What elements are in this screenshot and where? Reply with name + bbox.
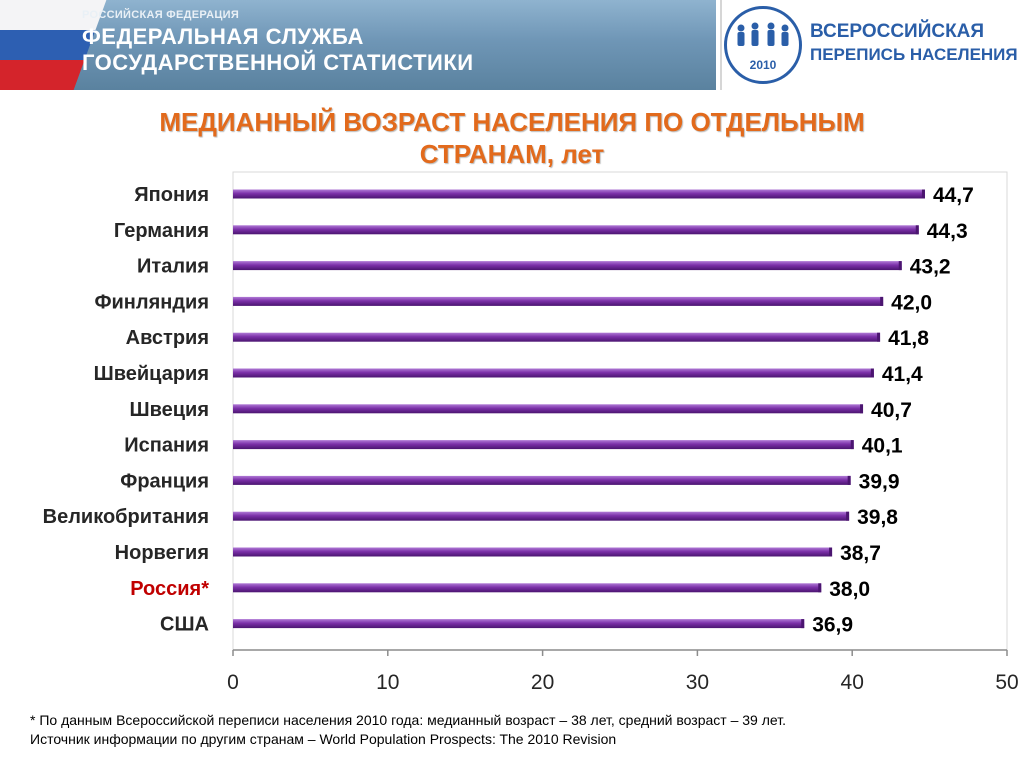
x-tick-label: 50: [995, 671, 1018, 694]
bar-end: [846, 511, 850, 521]
value-label: 39,8: [857, 506, 898, 529]
value-label: 41,8: [888, 327, 929, 350]
banner-title-line1: ФЕДЕРАЛЬНАЯ СЛУЖБА: [82, 24, 364, 49]
category-label: Испания: [124, 435, 209, 457]
logo-year: 2010: [749, 58, 777, 72]
footnote: * По данным Всероссийской переписи насел…: [30, 711, 1010, 749]
bar: [233, 511, 850, 521]
people-icon: [737, 22, 789, 46]
bar-end: [847, 475, 851, 485]
x-tick-label: 40: [841, 671, 864, 694]
category-label: Италия: [137, 256, 209, 278]
bar-end: [818, 583, 822, 593]
bar: [233, 475, 851, 485]
category-label: Россия*: [130, 578, 209, 600]
value-label: 38,7: [840, 542, 881, 565]
bar: [233, 332, 881, 342]
bar-end: [915, 225, 919, 235]
category-label: Финляндия: [94, 291, 209, 313]
category-label: Германия: [114, 220, 209, 242]
value-label: 36,9: [812, 614, 853, 637]
bar: [233, 296, 884, 306]
bar: [233, 619, 805, 629]
bar: [233, 261, 902, 271]
bar: [233, 404, 864, 414]
bar: [233, 225, 919, 235]
category-label: Франция: [120, 470, 209, 492]
x-tick-label: 10: [376, 671, 399, 694]
value-label: 38,0: [829, 578, 870, 601]
logo-text-line1: ВСЕРОССИЙСКАЯ: [810, 21, 985, 42]
footnote-line1: * По данным Всероссийской переписи насел…: [30, 712, 786, 728]
value-label: 41,4: [882, 363, 923, 386]
category-label: Норвегия: [115, 542, 209, 564]
category-label: Япония: [134, 184, 209, 206]
bar-end: [880, 296, 884, 306]
bar-end: [870, 368, 874, 378]
bar: [233, 583, 822, 593]
value-label: 39,9: [859, 470, 900, 493]
bar-end: [801, 619, 805, 629]
bar: [233, 440, 854, 450]
bar-end: [829, 547, 833, 557]
bar: [233, 547, 833, 557]
category-label: Великобритания: [43, 506, 209, 528]
x-tick-label: 0: [227, 671, 239, 694]
chart-title-line2: СТРАНАМ, лет: [419, 139, 605, 169]
bar-end: [898, 261, 902, 271]
value-label: 43,2: [910, 256, 951, 279]
category-label: Швеция: [129, 399, 209, 421]
bar: [233, 368, 874, 378]
bar-end: [860, 404, 864, 414]
value-label: 40,1: [862, 435, 903, 458]
banner-title-line2: ГОСУДАРСТВЕННОЙ СТАТИСТИКИ: [82, 50, 474, 75]
bar-chart: Япония 44,7 Германия 44,3 Италия 43,2 Финлянди…: [43, 171, 1019, 694]
logo-text-line2: ПЕРЕПИСЬ НАСЕЛЕНИЯ: [810, 45, 1018, 64]
bar: [233, 189, 925, 199]
x-tick-label: 30: [686, 671, 709, 694]
census-logo-icon: [724, 6, 802, 84]
chart-title: МЕДИАННЫЙ ВОЗРАСТ НАСЕЛЕНИЯ ПО ОТДЕЛЬНЫМ…: [100, 106, 924, 170]
value-label: 44,3: [927, 220, 968, 243]
footnote-line2: Источник информации по другим странам – …: [30, 731, 617, 747]
value-label: 40,7: [871, 399, 912, 422]
value-label: 42,0: [891, 291, 932, 314]
bar-end: [877, 332, 881, 342]
x-tick-label: 20: [531, 671, 554, 694]
header-banner: РОССИЙСКАЯ ФЕДЕРАЦИЯ ФЕДЕРАЛЬНАЯ СЛУЖБА …: [0, 0, 1024, 90]
category-label: США: [160, 614, 209, 636]
category-label: Швейцария: [94, 363, 209, 385]
category-label: Австрия: [126, 327, 209, 349]
rosstat-banner: РОССИЙСКАЯ ФЕДЕРАЦИЯ ФЕДЕРАЛЬНАЯ СЛУЖБА …: [0, 0, 716, 90]
banner-country: РОССИЙСКАЯ ФЕДЕРАЦИЯ: [82, 9, 240, 21]
bar-end: [850, 440, 854, 450]
bar-end: [921, 189, 925, 199]
chart-title-line1: МЕДИАННЫЙ ВОЗРАСТ НАСЕЛЕНИЯ ПО ОТДЕЛЬНЫМ: [159, 107, 865, 137]
value-label: 44,7: [933, 184, 974, 207]
